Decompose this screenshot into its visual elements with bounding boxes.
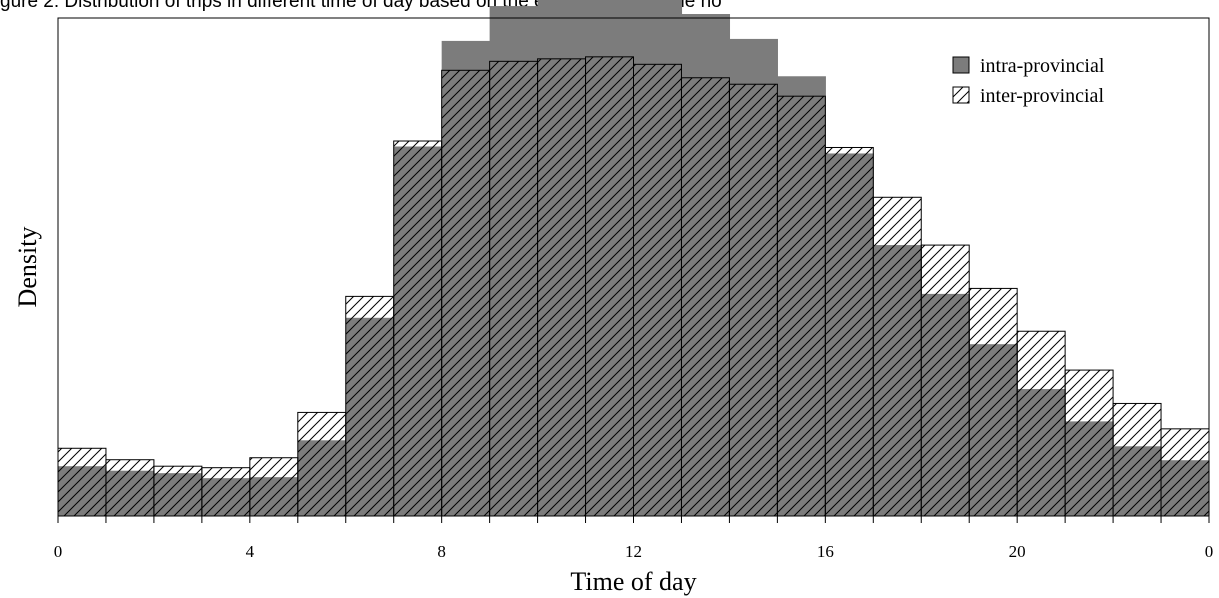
inter-bar-5 bbox=[297, 411, 347, 517]
inter-bar-11 bbox=[585, 56, 635, 517]
inter-bar-0 bbox=[57, 447, 107, 517]
y-axis-title: Density bbox=[13, 227, 42, 308]
inter-bar-16 bbox=[824, 146, 874, 517]
inter-bar-1 bbox=[105, 459, 155, 517]
inter-bar-7 bbox=[393, 140, 443, 517]
legend-label-inter-provincial: inter-provincial bbox=[980, 85, 1104, 107]
inter-bar-12 bbox=[633, 63, 682, 517]
x-axis-tick-labels: 0 4 8 12 16 20 0 bbox=[54, 542, 1214, 561]
inter-bar-10 bbox=[537, 58, 587, 517]
x-tick-label-1: 4 bbox=[246, 542, 255, 561]
inter-provincial-bars bbox=[57, 56, 1210, 517]
legend-label-intra-provincial: intra-provincial bbox=[980, 55, 1105, 77]
x-tick-label-5: 20 bbox=[1009, 542, 1026, 561]
inter-bar-22 bbox=[1112, 402, 1162, 517]
inter-bar-18 bbox=[920, 244, 970, 517]
inter-bar-13 bbox=[680, 77, 730, 517]
inter-bar-4 bbox=[249, 457, 299, 517]
inter-bar-23 bbox=[1160, 428, 1210, 517]
inter-bar-9 bbox=[489, 60, 539, 517]
legend-swatch-intra-provincial bbox=[952, 56, 970, 74]
x-tick-label-3: 12 bbox=[625, 542, 642, 561]
x-tick-label-4: 16 bbox=[817, 542, 834, 561]
inter-bar-2 bbox=[153, 465, 203, 517]
inter-bar-19 bbox=[968, 287, 1018, 517]
inter-bar-15 bbox=[776, 95, 826, 517]
inter-bar-3 bbox=[201, 467, 251, 517]
legend: intra-provincial inter-provincial bbox=[952, 55, 1105, 107]
inter-bar-17 bbox=[872, 196, 922, 517]
x-tick-label-2: 8 bbox=[437, 542, 446, 561]
x-axis-ticks bbox=[57, 516, 1210, 523]
inter-bar-21 bbox=[1064, 369, 1114, 517]
x-axis-title: Time of day bbox=[570, 567, 696, 596]
inter-bar-6 bbox=[345, 295, 395, 517]
inter-bar-8 bbox=[441, 69, 491, 517]
inter-bar-14 bbox=[728, 83, 778, 517]
legend-swatch-inter-provincial bbox=[952, 86, 970, 104]
x-tick-label-6: 0 bbox=[1205, 542, 1214, 561]
x-tick-label-0: 0 bbox=[54, 542, 63, 561]
inter-bar-20 bbox=[1016, 330, 1066, 517]
